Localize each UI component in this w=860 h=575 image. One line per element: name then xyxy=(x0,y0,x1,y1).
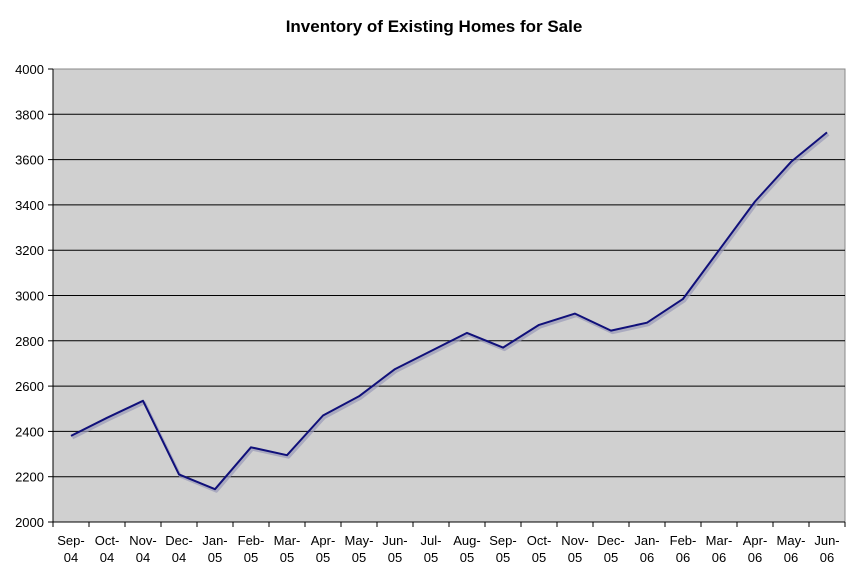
data-point xyxy=(393,367,398,372)
data-point xyxy=(789,159,794,164)
x-tick-label-year: 05 xyxy=(352,550,366,565)
x-tick-label-month: Nov- xyxy=(561,533,588,548)
x-tick-label-year: 05 xyxy=(280,550,294,565)
x-tick-label-year: 05 xyxy=(460,550,474,565)
y-tick-label: 3000 xyxy=(15,289,44,304)
x-tick-label-month: Mar- xyxy=(706,533,733,548)
y-tick-label: 3600 xyxy=(15,153,44,168)
data-point xyxy=(69,433,74,438)
data-point xyxy=(105,415,110,420)
x-tick-label-year: 06 xyxy=(640,550,654,565)
data-point xyxy=(213,487,218,492)
x-tick-label-month: Oct- xyxy=(95,533,120,548)
x-tick-label-year: 05 xyxy=(388,550,402,565)
x-tick-label-month: Sep- xyxy=(57,533,84,548)
x-tick-label-year: 06 xyxy=(712,550,726,565)
data-point xyxy=(465,330,470,335)
data-point xyxy=(141,398,146,403)
x-tick-label-year: 04 xyxy=(172,550,186,565)
x-tick-label-month: Aug- xyxy=(453,533,480,548)
y-tick-label: 3200 xyxy=(15,243,44,258)
x-tick-label-month: May- xyxy=(345,533,374,548)
x-tick-label-year: 05 xyxy=(604,550,618,565)
data-point xyxy=(429,348,434,353)
x-tick-label-month: Jan- xyxy=(634,533,659,548)
y-tick-label: 2200 xyxy=(15,470,44,485)
series-group xyxy=(69,130,830,493)
x-tick-label-year: 04 xyxy=(136,550,150,565)
x-tick-label-month: Oct- xyxy=(527,533,552,548)
data-point xyxy=(609,328,614,333)
x-tick-label-month: Sep- xyxy=(489,533,516,548)
data-point xyxy=(573,311,578,316)
series-line xyxy=(70,131,828,491)
y-tick-label: 4000 xyxy=(15,62,44,77)
x-tick-label-month: Feb- xyxy=(238,533,265,548)
x-tick-label-month: Feb- xyxy=(670,533,697,548)
data-point xyxy=(285,453,290,458)
data-point xyxy=(717,248,722,253)
chart-title: Inventory of Existing Homes for Sale xyxy=(286,17,583,36)
data-point xyxy=(645,320,650,325)
data-point xyxy=(321,413,326,418)
data-point xyxy=(681,296,686,301)
y-tick-label: 2800 xyxy=(15,334,44,349)
x-tick-label-month: Apr- xyxy=(743,533,768,548)
x-tick-label-month: Jun- xyxy=(382,533,407,548)
x-tick-label-month: May- xyxy=(777,533,806,548)
x-tick-label-year: 05 xyxy=(532,550,546,565)
x-tick-label-month: Nov- xyxy=(129,533,156,548)
x-tick-label-month: Jul- xyxy=(421,533,442,548)
x-tick-label-year: 05 xyxy=(496,550,510,565)
x-tick-label-year: 06 xyxy=(784,550,798,565)
x-tick-label-year: 06 xyxy=(748,550,762,565)
x-tick-label-month: Jun- xyxy=(814,533,839,548)
y-tick-label: 2000 xyxy=(15,515,44,530)
y-axis-ticks: 2000 2200 2400 2600 2800 3000 3200 3400 3600 3800… xyxy=(15,62,53,530)
y-tick-label: 3800 xyxy=(15,107,44,122)
y-tick-label: 2400 xyxy=(15,424,44,439)
data-point xyxy=(357,394,362,399)
x-tick-label-year: 04 xyxy=(100,550,114,565)
x-tick-label-month: Dec- xyxy=(165,533,192,548)
data-point xyxy=(177,472,182,477)
data-point xyxy=(753,199,758,204)
x-tick-label-year: 05 xyxy=(244,550,258,565)
series-line-shadow xyxy=(71,133,830,493)
x-tick-label-year: 05 xyxy=(208,550,222,565)
x-tick-label-month: Mar- xyxy=(274,533,301,548)
y-tick-label: 3400 xyxy=(15,198,44,213)
data-point xyxy=(825,130,830,135)
data-point xyxy=(537,322,542,327)
x-tick-label-month: Apr- xyxy=(311,533,336,548)
data-point xyxy=(501,345,506,350)
x-axis-ticks: Sep- 04 Oct- 04 Nov- 04 Dec- 04 Jan- 05 Feb- 05 Mar-… xyxy=(52,522,846,565)
x-tick-label-month: Jan- xyxy=(202,533,227,548)
x-tick-label-year: 05 xyxy=(316,550,330,565)
data-point xyxy=(249,445,254,450)
y-tick-label: 2600 xyxy=(15,379,44,394)
x-tick-label-year: 05 xyxy=(568,550,582,565)
x-tick-label-year: 06 xyxy=(820,550,834,565)
x-tick-label-year: 05 xyxy=(424,550,438,565)
x-tick-label-year: 06 xyxy=(676,550,690,565)
x-tick-label-month: Dec- xyxy=(597,533,624,548)
x-tick-label-year: 04 xyxy=(64,550,78,565)
